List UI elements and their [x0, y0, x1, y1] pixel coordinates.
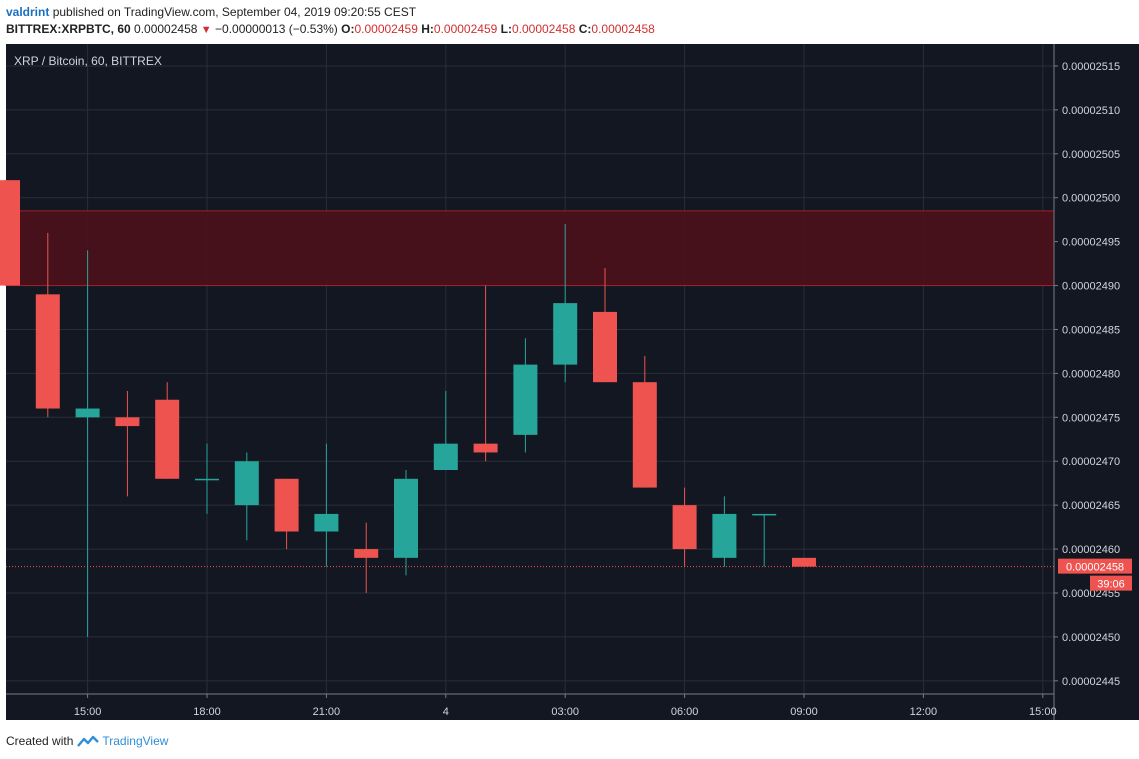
candle-body: [752, 513, 777, 516]
price-tick-label: 0.00002470: [1062, 456, 1120, 468]
price-tick-label: 0.00002500: [1062, 193, 1120, 205]
time-tick-label: 4: [443, 706, 449, 718]
candle-body: [433, 443, 458, 471]
candle-body: [354, 549, 379, 558]
candle-body: [35, 294, 60, 409]
price-tick-label: 0.00002480: [1062, 368, 1120, 380]
candle-body: [712, 513, 737, 558]
candles-layer: [0, 180, 816, 637]
candle-body: [274, 478, 299, 532]
candle-body: [632, 382, 657, 488]
chart-background[interactable]: [6, 44, 1139, 720]
candle-body: [672, 505, 697, 550]
candle-body: [314, 513, 339, 532]
last-price-tag-bg: [1058, 558, 1132, 574]
price-change: −0.00000013 (−0.53%): [215, 22, 338, 36]
candle-body: [75, 408, 100, 418]
tradingview-logo-icon: [77, 735, 100, 747]
high-label: H:: [421, 22, 434, 36]
candle-body: [792, 557, 816, 567]
candle-body: [155, 399, 180, 479]
symbol-label: BITTREX:XRPBTC, 60: [6, 22, 131, 36]
candle-body: [0, 180, 20, 286]
low-value: 0.00002458: [511, 22, 576, 36]
time-tick-label: 18:00: [193, 706, 221, 718]
time-tick-label: 21:00: [313, 706, 341, 718]
price-tick-label: 0.00002490: [1062, 281, 1120, 293]
tradingview-brand[interactable]: TradingView: [102, 734, 169, 748]
candle-body: [394, 478, 418, 558]
candle-body: [593, 311, 617, 383]
candle-body: [553, 303, 578, 365]
price-tick-label: 0.00002515: [1062, 61, 1120, 73]
close-value: 0.00002458: [591, 22, 655, 36]
resistance-zone: [5, 210, 1055, 287]
price-axis[interactable]: 0.00002445 0.00002450 0.00002455 0.00002460…: [1054, 61, 1120, 688]
time-tick-label: 03:00: [551, 706, 579, 718]
footer: Created with TradingView: [6, 734, 168, 748]
last-price-tag: 0.00002458 39:06: [1058, 558, 1132, 591]
candle-body: [195, 478, 219, 481]
last-price: 0.00002458: [134, 22, 198, 36]
author-link[interactable]: valdrint: [6, 5, 50, 19]
created-with-text: Created with: [6, 734, 74, 748]
time-tick-label: 15:00: [1029, 706, 1057, 718]
down-arrow-icon: ▼: [200, 24, 212, 36]
time-tick-label: 09:00: [790, 706, 818, 718]
time-tick-label: 15:00: [74, 706, 102, 718]
time-tick-label: 06:00: [671, 706, 699, 718]
price-tick-label: 0.00002450: [1062, 632, 1120, 644]
price-tick-label: 0.00002460: [1062, 544, 1120, 556]
time-axis[interactable]: 15:00 18:00 21:00 4 03:00 06:00 09:00 12:00 15:0…: [74, 694, 1057, 718]
price-tick-label: 0.00002495: [1062, 237, 1120, 249]
open-label: O:: [341, 22, 355, 36]
candle-body: [473, 443, 498, 453]
chart-title: XRP / Bitcoin, 60, BITTREX: [14, 54, 162, 68]
candle-body: [115, 417, 140, 427]
high-value: 0.00002459: [433, 22, 498, 36]
price-tick-label: 0.00002455: [1062, 588, 1120, 600]
time-tick-label: 12:00: [910, 706, 938, 718]
last-price-tag-text: 0.00002458: [1066, 562, 1124, 574]
publish-line: valdrint published on TradingView.com, S…: [6, 5, 416, 19]
countdown-tag-bg: [1090, 575, 1132, 591]
price-tick-label: 0.00002465: [1062, 500, 1120, 512]
price-tick-label: 0.00002445: [1062, 676, 1120, 688]
open-value: 0.00002459: [354, 22, 418, 36]
price-tick-label: 0.00002475: [1062, 412, 1120, 424]
price-tick-label: 0.00002510: [1062, 105, 1120, 117]
price-tick-label: 0.00002505: [1062, 149, 1120, 161]
ohlc-line: BITTREX:XRPBTC, 60 0.00002458 ▼ −0.00000…: [6, 22, 655, 36]
candle-body: [513, 364, 538, 435]
close-label: C:: [578, 22, 592, 36]
candle-body: [234, 461, 259, 506]
countdown-text: 39:06: [1097, 579, 1125, 591]
low-label: L:: [500, 22, 512, 36]
price-tick-label: 0.00002485: [1062, 324, 1120, 336]
publish-text: published on TradingView.com, September …: [52, 5, 417, 19]
